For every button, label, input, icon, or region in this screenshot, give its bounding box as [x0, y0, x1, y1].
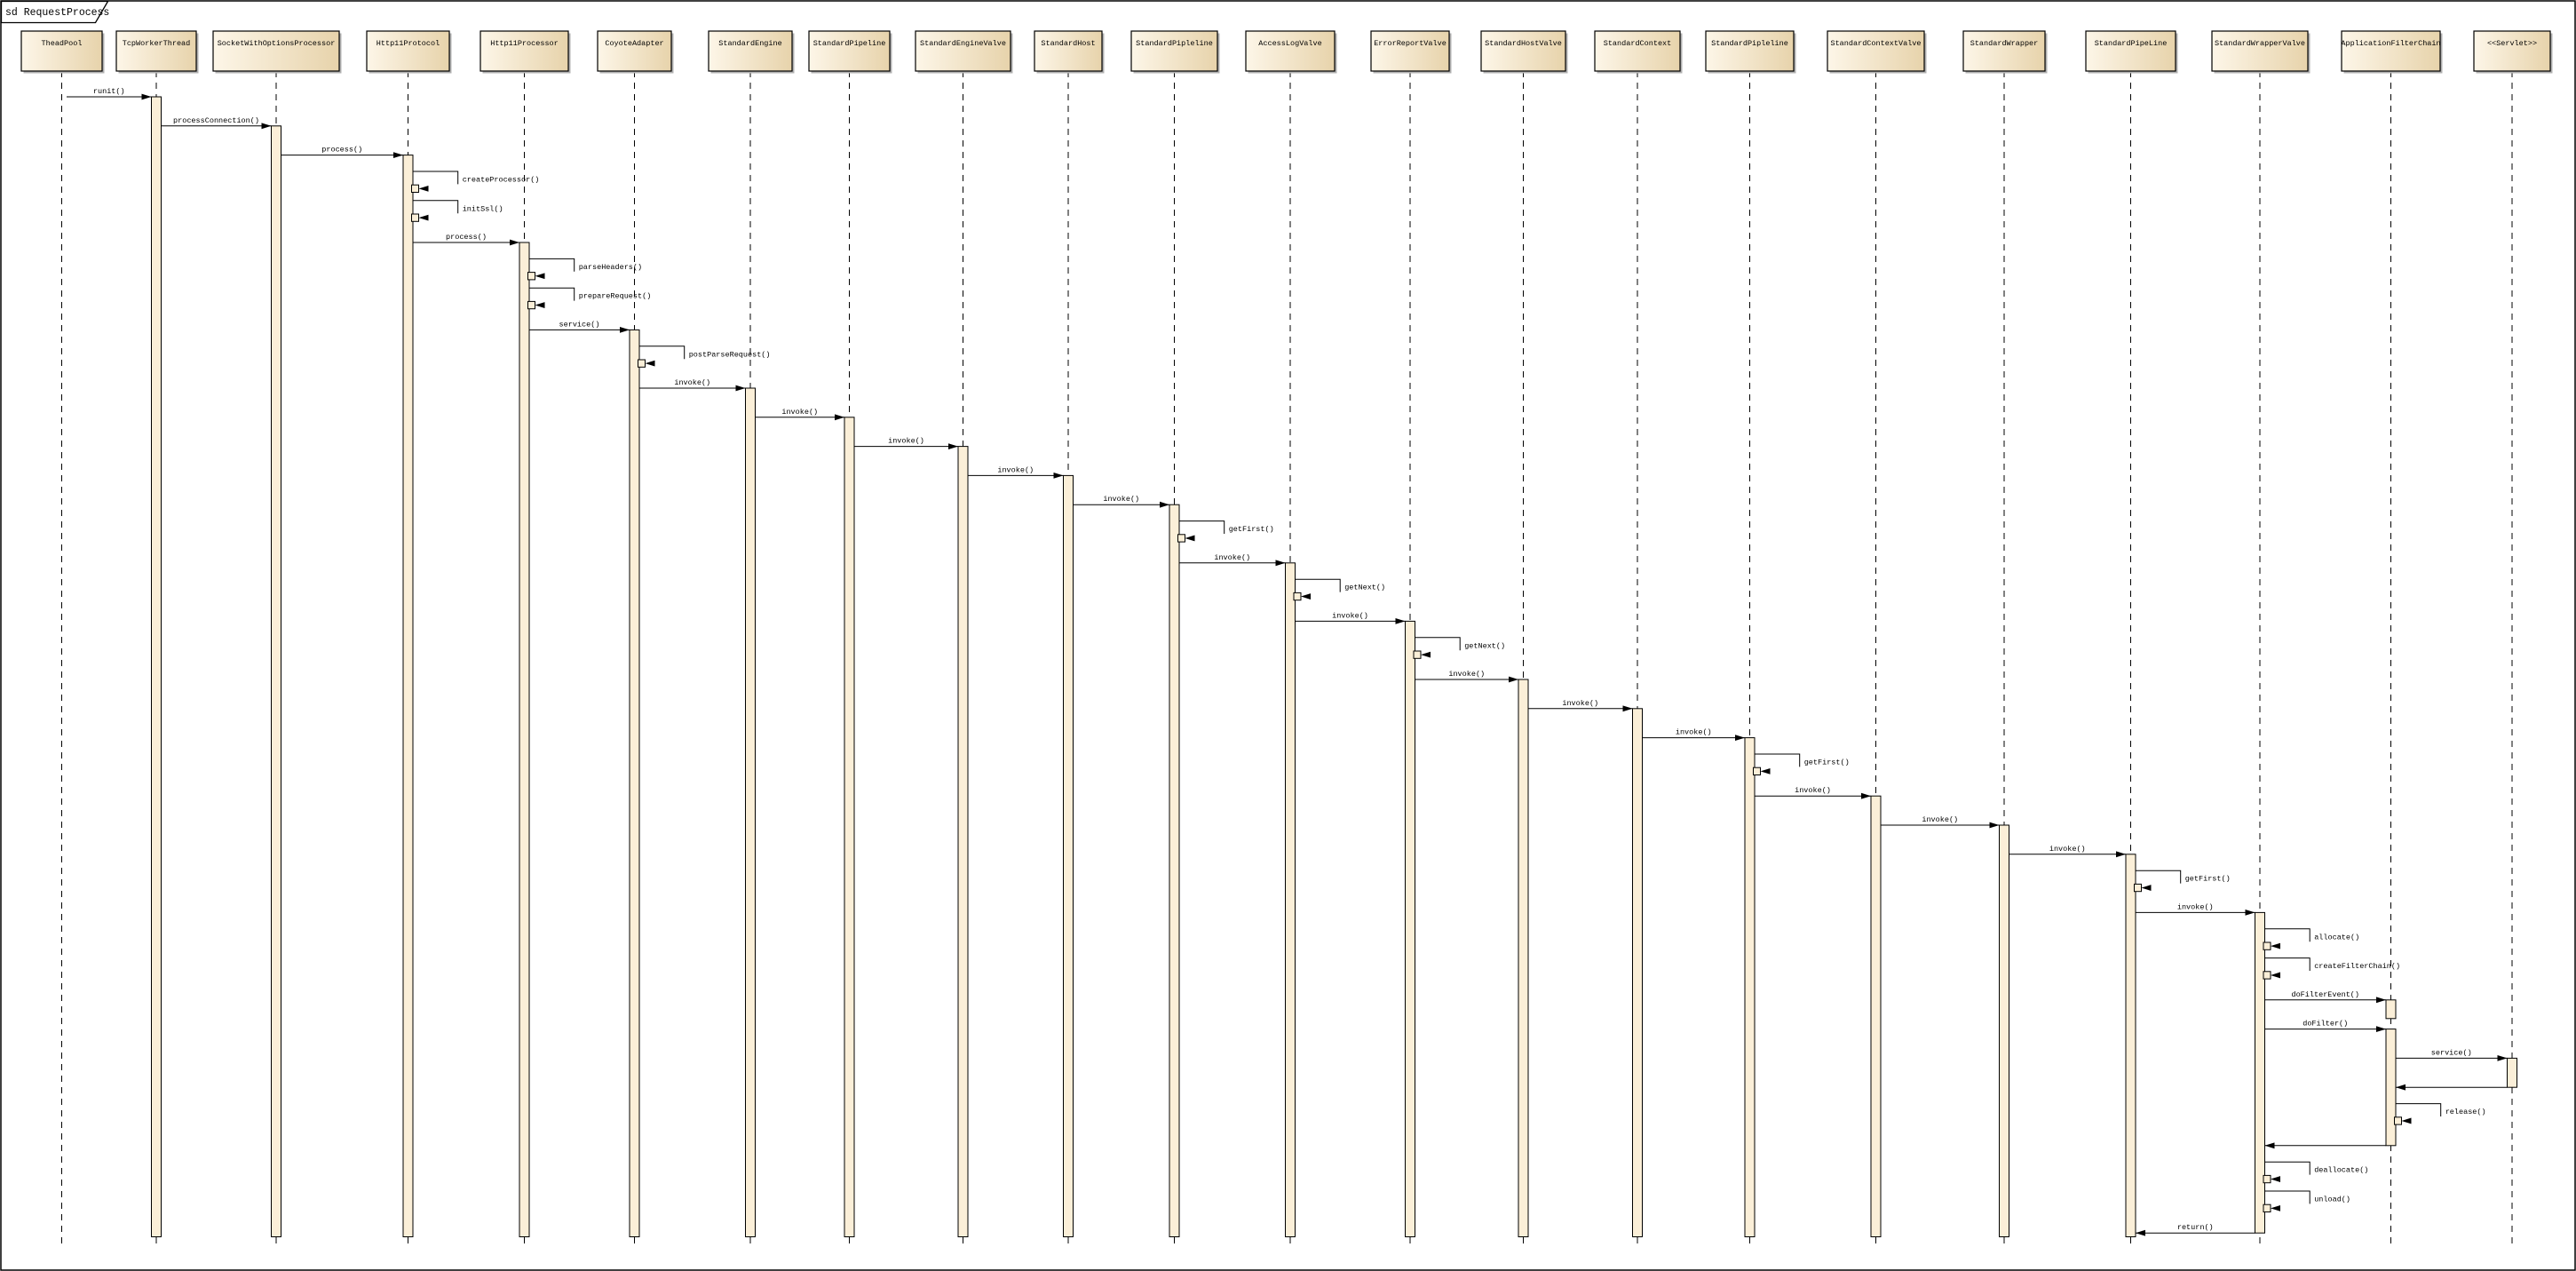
svg-text:StandardWrapper: StandardWrapper	[1970, 39, 2039, 48]
svg-text:return(): return()	[2177, 1223, 2214, 1232]
svg-text:invoke(): invoke()	[997, 465, 1034, 474]
svg-text:release(): release()	[2445, 1108, 2486, 1116]
svg-text:StandardHostValve: StandardHostValve	[1485, 39, 1562, 48]
svg-text:ErrorReportValve: ErrorReportValve	[1374, 39, 1447, 48]
svg-text:prepareRequest(): prepareRequest()	[579, 292, 652, 301]
svg-text:<<Servlet>>: <<Servlet>>	[2487, 39, 2537, 48]
svg-text:StandardEngine: StandardEngine	[718, 39, 781, 48]
svg-text:doFilterEvent(): doFilterEvent()	[2291, 990, 2359, 999]
svg-text:parseHeaders(): parseHeaders()	[579, 263, 642, 272]
svg-text:CoyoteAdapter: CoyoteAdapter	[605, 39, 663, 48]
svg-text:SocketWithOptionsProcessor: SocketWithOptionsProcessor	[218, 39, 336, 48]
svg-text:postParseRequest(): postParseRequest()	[689, 350, 771, 359]
svg-text:invoke(): invoke()	[1795, 786, 1831, 795]
svg-text:TcpWorkerThread: TcpWorkerThread	[123, 39, 191, 48]
svg-text:StandardPipeLine: StandardPipeLine	[2095, 39, 2168, 48]
svg-text:StandardContext: StandardContext	[1604, 39, 1672, 48]
svg-text:TheadPool: TheadPool	[42, 39, 83, 48]
svg-text:invoke(): invoke()	[2177, 902, 2214, 911]
svg-text:runit(): runit()	[93, 87, 125, 96]
svg-text:StandardEngineValve: StandardEngineValve	[920, 39, 1006, 48]
svg-text:service(): service()	[559, 320, 600, 329]
svg-text:createProcessor(): createProcessor()	[463, 176, 540, 185]
svg-text:invoke(): invoke()	[888, 437, 924, 446]
svg-text:invoke(): invoke()	[1332, 611, 1368, 620]
svg-text:invoke(): invoke()	[1448, 670, 1485, 679]
svg-text:sd RequestProcess: sd RequestProcess	[5, 7, 109, 19]
svg-text:getNext(): getNext()	[1344, 584, 1385, 592]
svg-text:invoke(): invoke()	[1214, 553, 1250, 562]
svg-text:ApplicationFilterChain: ApplicationFilterChain	[2341, 39, 2440, 48]
svg-text:invoke(): invoke()	[1922, 815, 1958, 824]
svg-text:AccessLogValve: AccessLogValve	[1258, 39, 1321, 48]
svg-text:initSsl(): initSsl()	[463, 204, 503, 213]
svg-text:doFilter(): doFilter()	[2303, 1020, 2348, 1029]
svg-text:deallocate(): deallocate()	[2314, 1166, 2368, 1175]
svg-text:invoke(): invoke()	[1103, 495, 1139, 504]
svg-text:getFirst(): getFirst()	[1229, 525, 1274, 534]
svg-text:invoke(): invoke()	[1562, 699, 1598, 708]
svg-text:getFirst(): getFirst()	[2185, 875, 2231, 884]
svg-text:Http11Processor: Http11Processor	[490, 39, 559, 48]
svg-text:service(): service()	[2431, 1048, 2472, 1057]
svg-text:invoke(): invoke()	[1676, 728, 1712, 737]
svg-text:StandardContextValve: StandardContextValve	[1830, 39, 1921, 48]
svg-text:unload(): unload()	[2314, 1196, 2350, 1204]
svg-text:invoke(): invoke()	[781, 408, 818, 417]
svg-text:StandardHost: StandardHost	[1041, 39, 1095, 48]
svg-text:StandardPipleline: StandardPipleline	[1136, 39, 1213, 48]
svg-text:createFilterChain(): createFilterChain()	[2314, 962, 2400, 971]
svg-text:process(): process()	[321, 146, 362, 155]
svg-text:process(): process()	[446, 233, 487, 242]
svg-text:getFirst(): getFirst()	[1804, 759, 1850, 767]
svg-text:Http11Protocol: Http11Protocol	[376, 39, 440, 48]
svg-text:invoke(): invoke()	[2049, 845, 2086, 854]
svg-text:getNext(): getNext()	[1464, 641, 1505, 650]
svg-text:invoke(): invoke()	[674, 378, 710, 387]
svg-text:StandardPipleline: StandardPipleline	[1711, 39, 1788, 48]
svg-text:allocate(): allocate()	[2314, 933, 2359, 941]
svg-text:StandardPipeline: StandardPipeline	[813, 39, 886, 48]
svg-text:StandardWrapperValve: StandardWrapperValve	[2215, 39, 2305, 48]
svg-text:processConnection(): processConnection()	[173, 116, 259, 125]
